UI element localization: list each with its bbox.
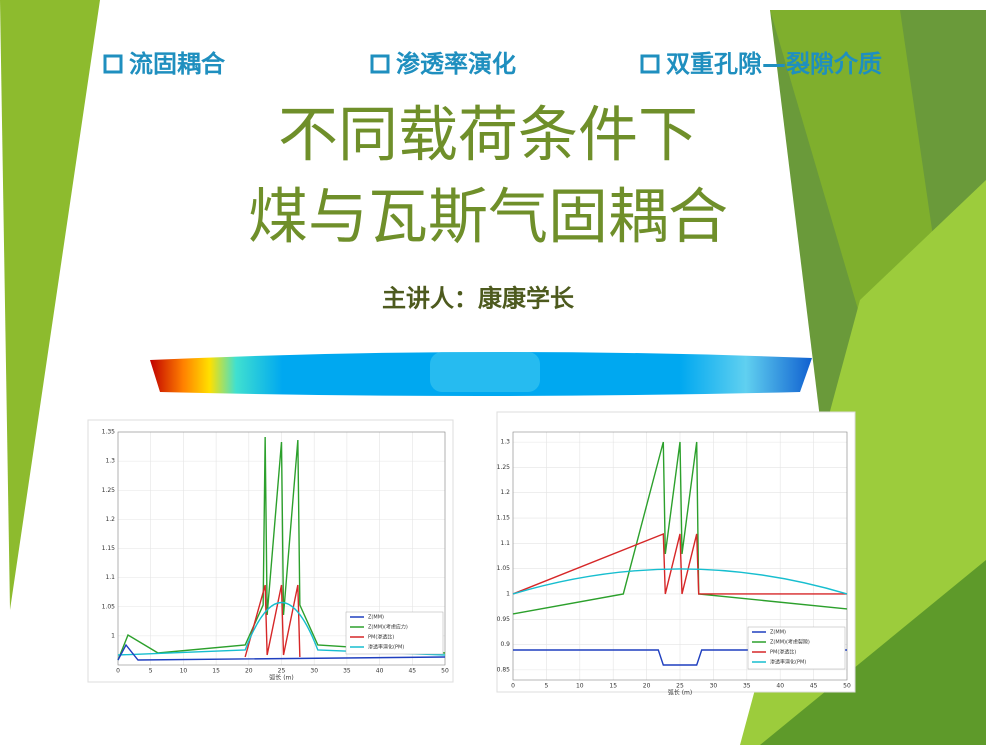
x-tick-label: 5 [149, 668, 153, 675]
x-tick-label: 0 [511, 683, 515, 690]
x-tick-label: 20 [643, 683, 651, 690]
y-tick-label: 1.25 [497, 464, 511, 471]
x-tick-label: 25 [278, 668, 286, 675]
legend-label: Z(MM) [770, 630, 786, 636]
y-tick-label: 1.05 [102, 603, 116, 610]
legend-label: Z(MM)(考虑裂隙) [770, 639, 810, 646]
y-tick-label: 1.15 [102, 545, 116, 552]
legend-label: PM(渗透比) [770, 649, 796, 656]
header-tag: 渗透率演化 [396, 50, 516, 78]
x-tick-label: 35 [343, 668, 351, 675]
x-tick-label: 20 [245, 668, 253, 675]
y-tick-label: 1.2 [105, 516, 115, 523]
y-tick-label: 0.95 [497, 616, 511, 623]
title-line: 不同载荷条件下 [278, 101, 698, 171]
y-tick-label: 1 [506, 590, 510, 597]
legend-label: 渗透率演化(PM) [770, 659, 806, 666]
legend-label: Z(MM) [368, 615, 384, 621]
checkbox-icon [370, 54, 390, 74]
y-tick-label: 1.1 [105, 574, 115, 581]
curve [244, 584, 301, 658]
y-tick-label: 1.3 [105, 458, 115, 465]
y-tick-label: 1 [111, 632, 115, 639]
y-tick-label: 1.25 [102, 487, 116, 494]
x-tick-label: 10 [180, 668, 188, 675]
x-tick-label: 45 [408, 668, 416, 675]
x-tick-label: 15 [609, 683, 617, 690]
x-tick-label: 35 [743, 683, 751, 690]
y-tick-label: 1.35 [102, 429, 116, 436]
x-axis-label: 弧长 (m) [668, 689, 692, 697]
legend-label: Z(MM)(考虑应力) [368, 624, 408, 631]
decor [430, 352, 540, 392]
curve [117, 643, 446, 661]
checkbox-icon [103, 54, 123, 74]
header-tag: 流固耦合 [129, 50, 226, 78]
legend-label: PM(渗透比) [368, 634, 394, 641]
curve [512, 441, 848, 615]
x-tick-label: 25 [676, 683, 684, 690]
y-tick-label: 1.2 [500, 489, 510, 496]
x-tick-label: 15 [212, 668, 220, 675]
presenter: 主讲人：康康学长 [382, 284, 575, 313]
x-tick-label: 0 [116, 668, 120, 675]
checkbox-icon [640, 54, 660, 74]
x-tick-label: 50 [843, 683, 851, 690]
x-tick-label: 30 [710, 683, 718, 690]
x-tick-label: 5 [544, 683, 548, 690]
x-tick-label: 30 [310, 668, 318, 675]
y-tick-label: 1.1 [500, 540, 510, 547]
x-tick-label: 40 [376, 668, 384, 675]
curve [512, 532, 847, 595]
x-tick-label: 40 [776, 683, 784, 690]
title-line: 煤与瓦斯气固耦合 [248, 183, 728, 253]
x-tick-label: 45 [810, 683, 818, 690]
decor [0, 0, 100, 610]
x-axis-label: 弧长 (m) [269, 674, 293, 682]
y-tick-label: 1.05 [497, 565, 511, 572]
x-tick-label: 50 [441, 668, 449, 675]
curve [117, 602, 446, 656]
y-tick-label: 1.3 [500, 439, 510, 446]
y-tick-label: 0.85 [497, 666, 511, 673]
curve [512, 568, 848, 595]
decor [760, 560, 986, 745]
legend-label: 渗透率演化(PM) [368, 644, 404, 651]
y-tick-label: 0.9 [500, 641, 510, 648]
header-tag: 双重孔隙—裂隙介质 [666, 50, 882, 78]
x-tick-label: 10 [576, 683, 584, 690]
curve [513, 649, 847, 666]
plot-area [117, 431, 446, 666]
plot-area [512, 431, 848, 681]
y-tick-label: 1.15 [497, 515, 511, 522]
